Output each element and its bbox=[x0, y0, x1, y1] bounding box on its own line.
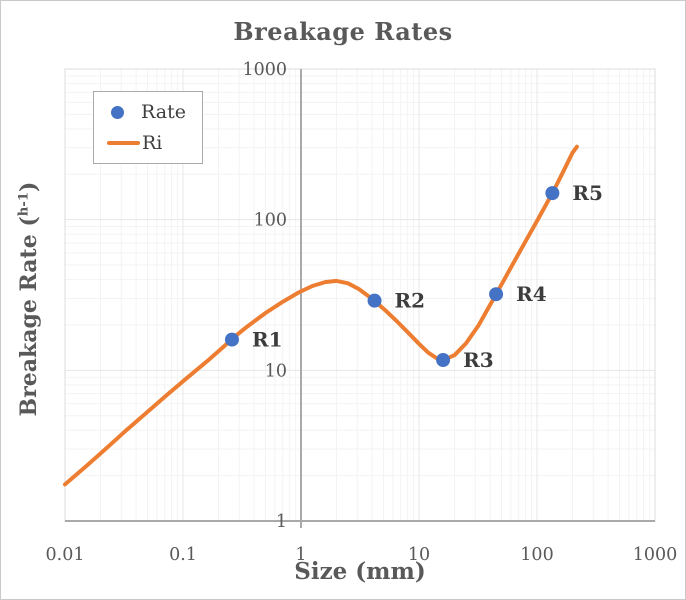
point-label: R4 bbox=[516, 282, 547, 306]
x-tick-label: 0.01 bbox=[46, 545, 85, 565]
ri-curve bbox=[63, 144, 579, 487]
x-tick-label: 0.1 bbox=[169, 545, 197, 565]
point-label: R2 bbox=[395, 289, 426, 313]
x-axis-title: Size (mm) bbox=[294, 558, 426, 585]
legend-label-ri: Ri bbox=[142, 132, 163, 154]
rate-point bbox=[545, 186, 560, 201]
rate-point bbox=[489, 287, 504, 302]
rate-marker-icon bbox=[111, 105, 124, 119]
rate-point bbox=[224, 332, 239, 347]
y-tick-label: 1000 bbox=[242, 60, 287, 80]
point-label: R5 bbox=[572, 181, 603, 205]
y-tick-label: 10 bbox=[265, 361, 287, 381]
x-tick-label: 1000 bbox=[633, 545, 678, 565]
x-tick-label: 10 bbox=[408, 545, 430, 565]
legend-item-ri: Ri bbox=[94, 132, 202, 154]
legend-label-rate: Rate bbox=[141, 101, 186, 123]
legend: Rate Ri bbox=[93, 91, 203, 164]
chart-title: Breakage Rates bbox=[233, 17, 453, 46]
x-tick-label: 100 bbox=[520, 545, 553, 565]
ri-line-icon bbox=[107, 141, 140, 145]
rate-point bbox=[367, 293, 382, 308]
point-label: R1 bbox=[252, 328, 283, 352]
point-label: R3 bbox=[463, 348, 494, 372]
rate-point bbox=[436, 353, 451, 368]
y-tick-label: 100 bbox=[254, 211, 287, 231]
legend-item-rate: Rate bbox=[94, 101, 202, 123]
x-tick-label: 1 bbox=[295, 545, 306, 565]
y-tick-label: 1 bbox=[276, 512, 287, 532]
